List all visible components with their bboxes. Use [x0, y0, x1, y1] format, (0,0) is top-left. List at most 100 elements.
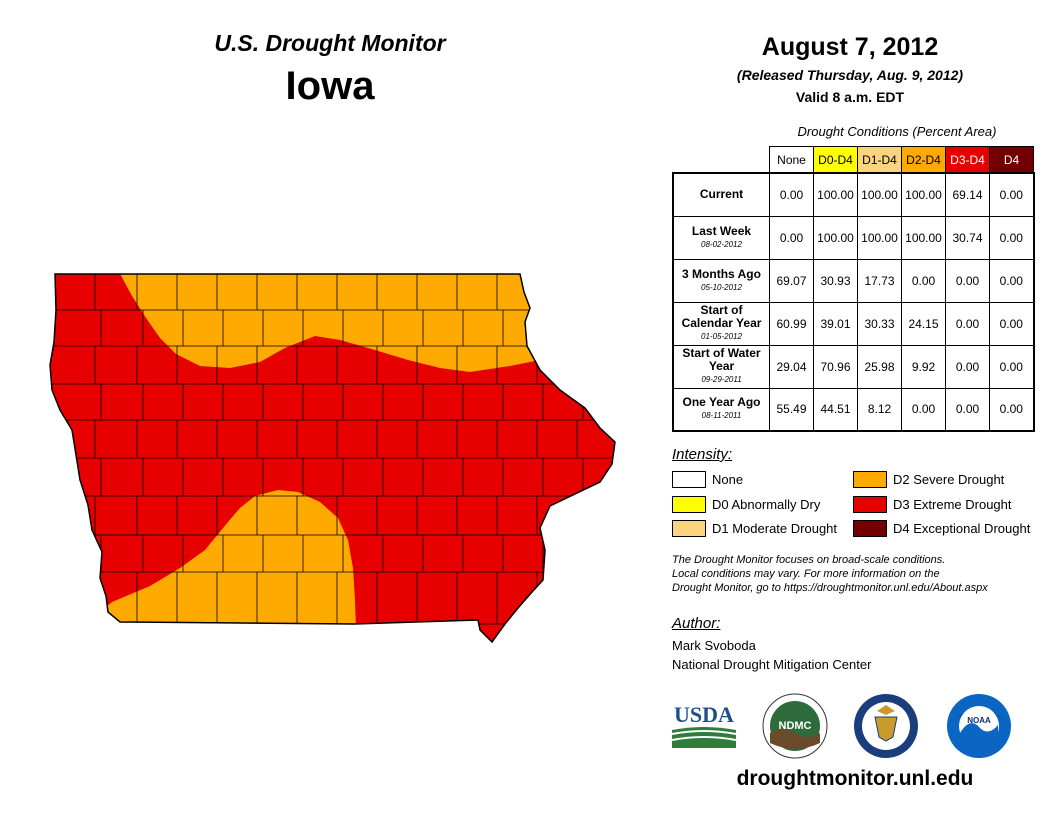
table-cell: 60.99	[769, 301, 814, 346]
row-label-text: 3 Months Ago	[682, 266, 761, 281]
legend-label: D2 Severe Drought	[893, 472, 1005, 487]
table-cell: 17.73	[857, 258, 902, 303]
table-cell: 25.98	[857, 344, 902, 389]
d2-severe-north-region	[118, 274, 540, 372]
table-cell: 0.00	[901, 387, 946, 432]
table-cell: 29.04	[769, 344, 814, 389]
row-label: Current	[672, 172, 770, 217]
ndmc-logo-text: NDMC	[779, 720, 812, 732]
table-cell: 100.00	[901, 215, 946, 260]
legend-title: Intensity:	[672, 446, 733, 463]
table-cell: 69.07	[769, 258, 814, 303]
table-cell: 100.00	[901, 172, 946, 217]
column-header-d4: D4	[989, 146, 1034, 174]
table-cell: 0.00	[989, 172, 1034, 217]
row-label: 3 Months Ago 05-10-2012	[672, 258, 770, 303]
row-label-text: Last Week	[691, 223, 752, 238]
noaa-logo: NOAA	[947, 694, 1011, 758]
table-cell: 0.00	[901, 258, 946, 303]
table-row: Start of Water Year 09-29-2011 29.04 70.96 2…	[672, 344, 1034, 389]
author-organization: National Drought Mitigation Center	[672, 657, 872, 672]
row-label-text: Start of Water Year	[682, 346, 761, 373]
table-cell: 100.00	[813, 172, 858, 217]
author-label: Author:	[672, 615, 721, 632]
note-line: The Drought Monitor focuses on broad-sca…	[672, 554, 946, 566]
legend-item: D3 Extreme Drought	[853, 496, 1012, 513]
table-cell: 44.51	[813, 387, 858, 432]
table-cell: 0.00	[989, 301, 1034, 346]
drought-statistics-table: None D0-D4 D1-D4 D2-D4 D3-D4 D4 Current 0.00 10…	[672, 146, 1035, 432]
map-date: August 7, 2012	[761, 33, 939, 61]
legend-label: D0 Abnormally Dry	[712, 497, 821, 512]
legend-item: None	[672, 471, 743, 488]
column-header-d0-d4: D0-D4	[813, 146, 858, 174]
legend-item: D1 Moderate Drought	[672, 520, 837, 537]
legend-swatch	[853, 496, 887, 513]
row-date: 08-02-2012	[701, 239, 742, 249]
legend-label: D4 Exceptional Drought	[893, 521, 1031, 536]
table-row: Last Week 08-02-2012 0.00 100.00 100.00 100.0…	[672, 215, 1034, 260]
table-cell: 30.33	[857, 301, 902, 346]
table-row: Start of Calendar Year 01-05-2012 60.99 39.…	[672, 301, 1034, 346]
table-cell: 0.00	[945, 344, 990, 389]
row-label: Start of Calendar Year 01-05-2012	[672, 301, 770, 346]
row-date: 05-10-2012	[701, 282, 742, 292]
row-label-text: Current	[699, 187, 744, 202]
note-line: Local conditions may vary. For more info…	[672, 568, 940, 580]
row-label: One Year Ago 08-11-2011	[672, 387, 770, 432]
row-date: 08-11-2011	[701, 411, 742, 421]
row-label: Last Week 08-02-2012	[672, 215, 770, 260]
table-cell: 0.00	[989, 387, 1034, 432]
legend-label: D1 Moderate Drought	[712, 521, 838, 536]
legend-swatch	[672, 496, 706, 513]
legend-swatch	[672, 520, 706, 537]
table-cell: 0.00	[945, 258, 990, 303]
table-cell: 0.00	[945, 301, 990, 346]
commerce-seal-logo	[854, 694, 918, 758]
disclaimer-note: The Drought Monitor focuses on broad-sca…	[672, 553, 1042, 595]
table-cell: 0.00	[989, 258, 1034, 303]
legend-item: D4 Exceptional Drought	[853, 520, 1030, 537]
table-cell: 30.93	[813, 258, 858, 303]
table-row: Current 0.00 100.00 100.00 100.00 69.14 0.00	[672, 172, 1034, 217]
iowa-state-outline	[49, 273, 616, 644]
column-header-d3-d4: D3-D4	[945, 146, 990, 174]
row-date: 09-29-2011	[701, 375, 742, 384]
legend-swatch	[853, 471, 887, 488]
release-date: (Released Thursday, Aug. 9, 2012)	[736, 67, 964, 83]
website-url[interactable]: droughtmonitor.unl.edu	[736, 767, 974, 790]
usda-logo-text: USDA	[674, 702, 734, 727]
usda-logo: USDA	[671, 702, 737, 748]
legend-item: D2 Severe Drought	[853, 471, 1004, 488]
table-row: One Year Ago 08-11-2011 55.49 44.51 8.12 0.00…	[672, 387, 1034, 432]
table-caption: Drought Conditions (Percent Area)	[797, 124, 997, 139]
row-label-text: Start of Calendar Year	[681, 303, 762, 330]
table-cell: 8.12	[857, 387, 902, 432]
d2-severe-south-region	[100, 490, 356, 630]
legend-swatch	[672, 471, 706, 488]
table-cell: 100.00	[857, 172, 902, 217]
legend-swatch	[853, 520, 887, 537]
table-cell: 0.00	[989, 215, 1034, 260]
column-header-none: None	[769, 146, 814, 174]
table-cell: 0.00	[989, 344, 1034, 389]
table-row: 3 Months Ago 05-10-2012 69.07 30.93 17.73 0.0…	[672, 258, 1034, 303]
table-cell: 69.14	[945, 172, 990, 217]
legend-label: D3 Extreme Drought	[893, 497, 1012, 512]
legend-label: None	[712, 472, 744, 487]
table-cell: 9.92	[901, 344, 946, 389]
state-name: Iowa	[285, 64, 375, 108]
valid-time: Valid 8 a.m. EDT	[795, 89, 905, 105]
ndmc-logo: NDMC	[762, 693, 828, 759]
row-label: Start of Water Year 09-29-2011	[672, 344, 770, 389]
note-line: Drought Monitor, go to https://droughtmo…	[672, 582, 988, 594]
noaa-logo-text: NOAA	[967, 716, 991, 725]
legend-item: D0 Abnormally Dry	[672, 496, 820, 513]
table-cell: 70.96	[813, 344, 858, 389]
iowa-drought-map	[49, 273, 616, 644]
table-cell: 24.15	[901, 301, 946, 346]
table-cell: 0.00	[769, 172, 814, 217]
table-cell: 55.49	[769, 387, 814, 432]
map-title: U.S. Drought Monitor	[214, 30, 446, 56]
row-label-text: One Year Ago	[682, 395, 761, 410]
